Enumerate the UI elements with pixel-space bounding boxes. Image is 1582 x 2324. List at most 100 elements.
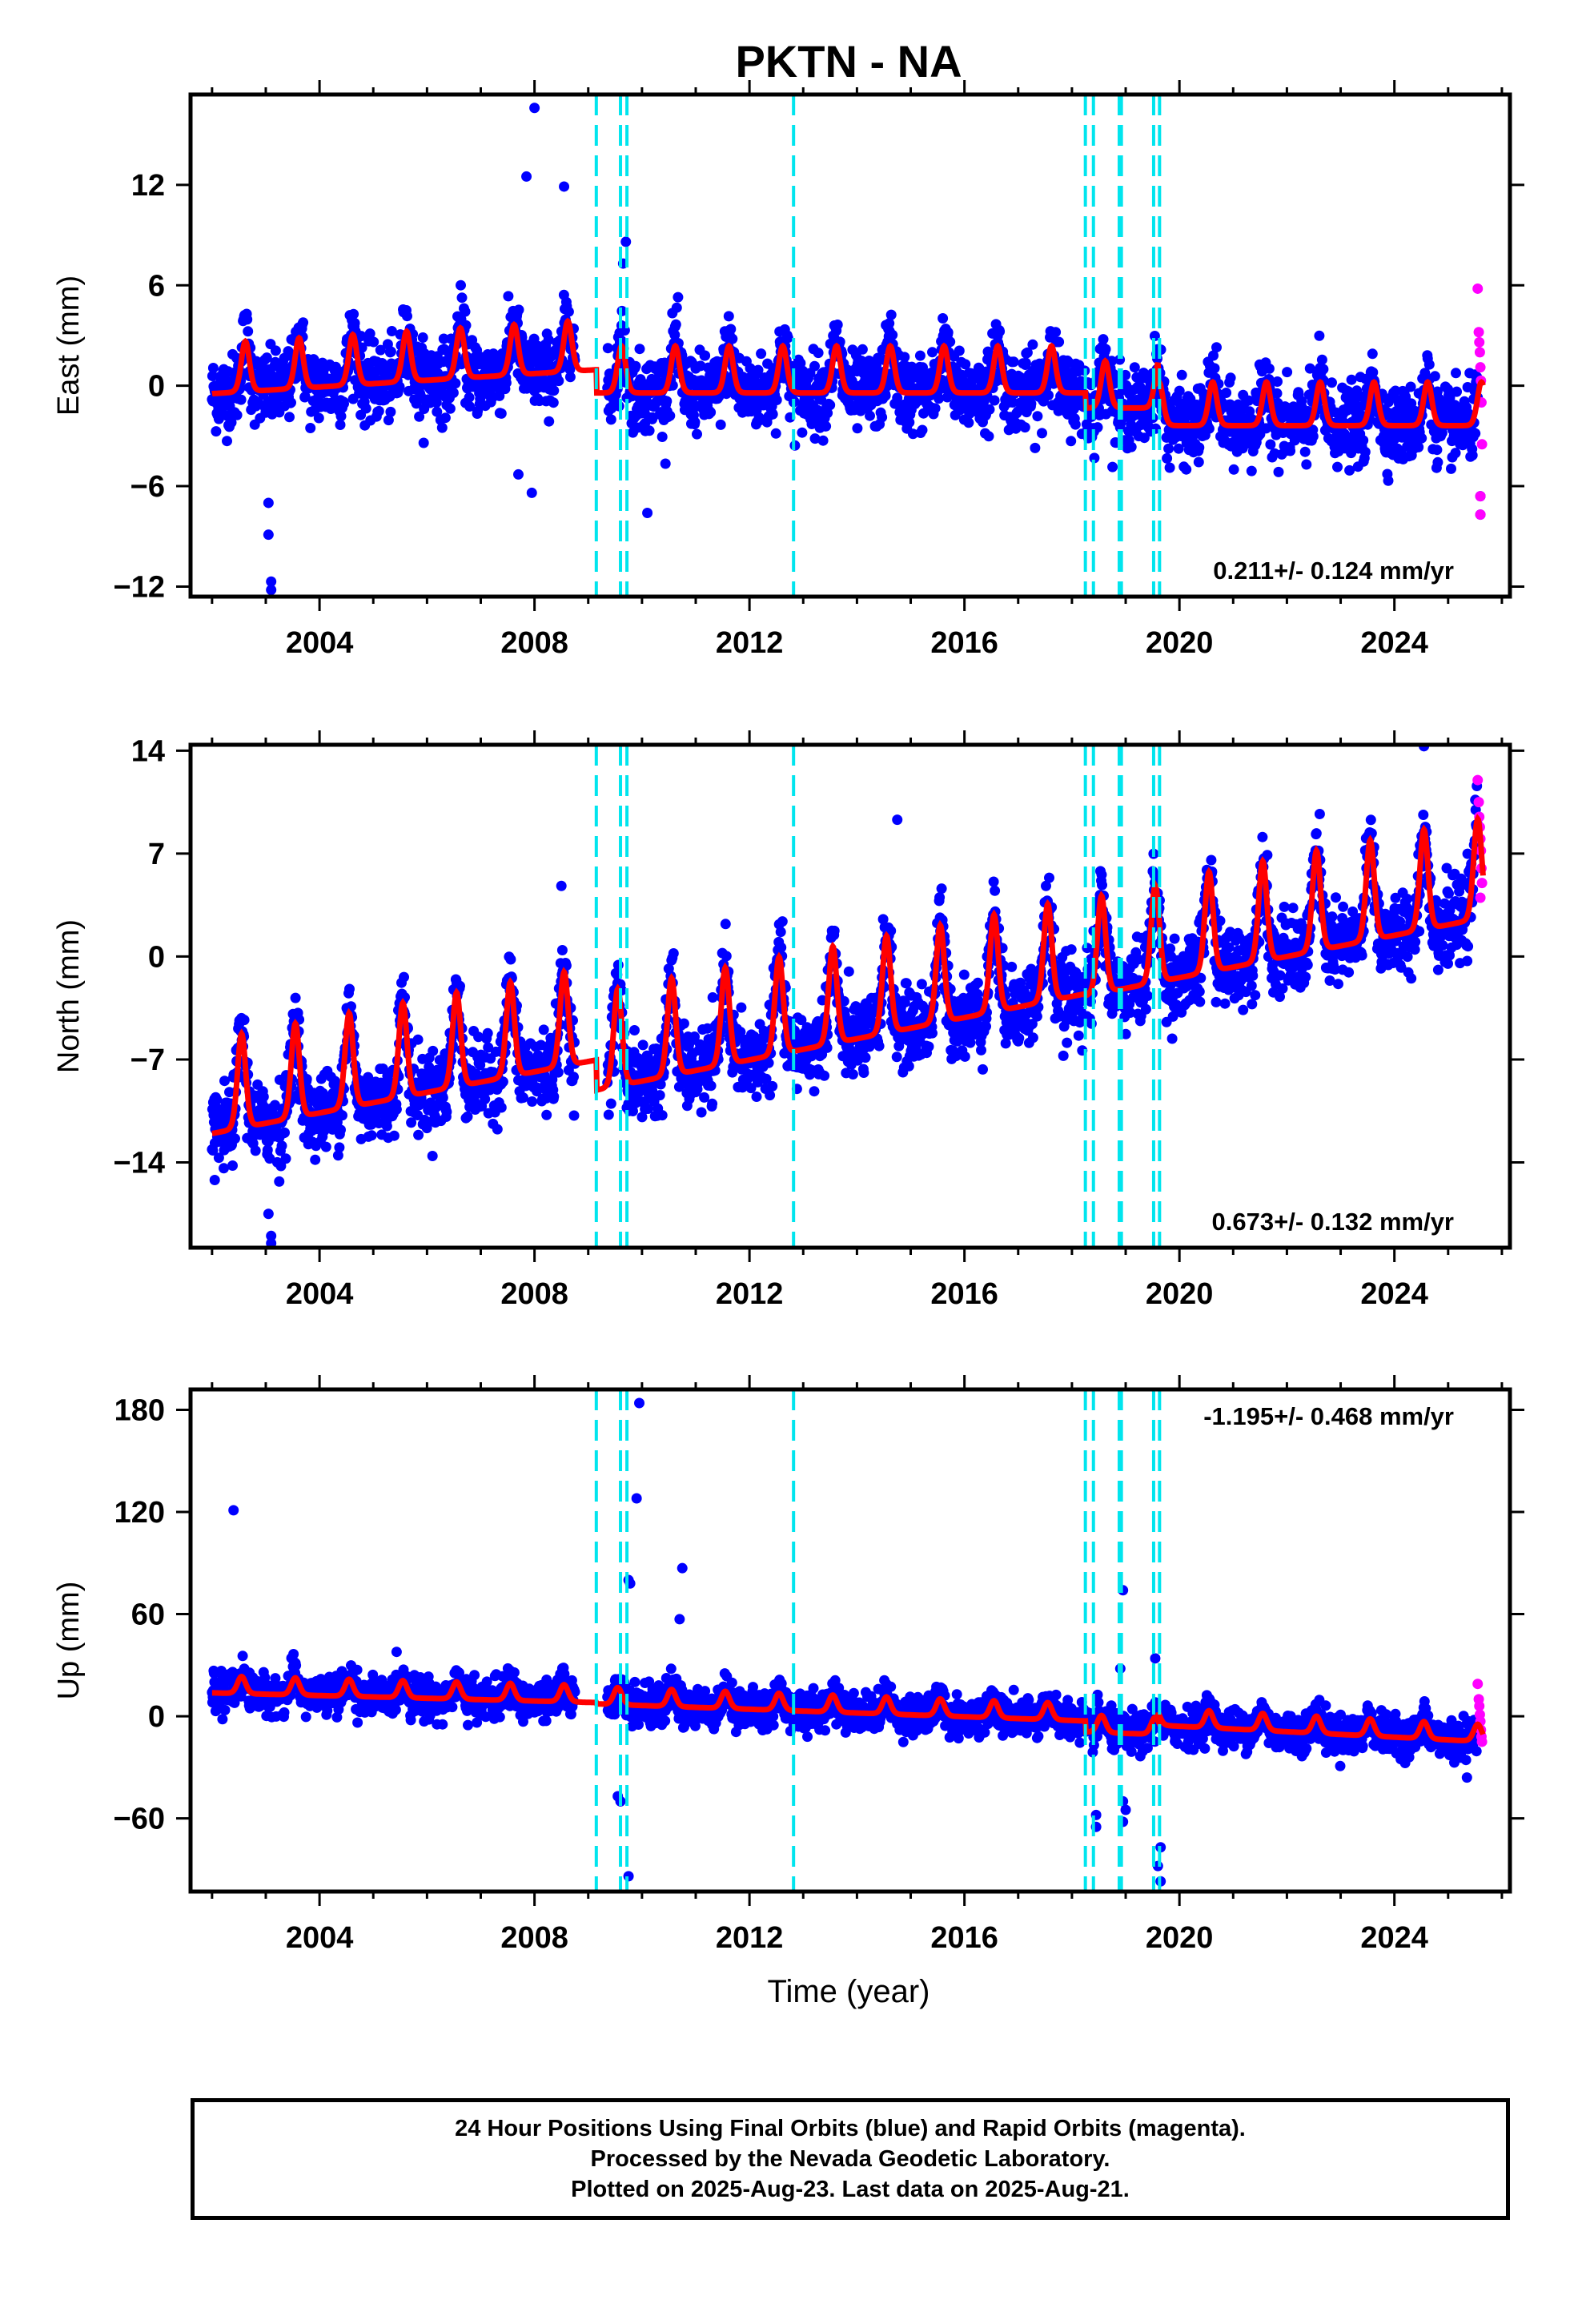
data-point [1383, 475, 1394, 486]
data-point [222, 436, 232, 447]
data-point [1100, 344, 1111, 355]
y-tick-label: −12 [114, 570, 165, 604]
outlier-point [526, 487, 537, 498]
data-point [1431, 444, 1443, 456]
data-point [496, 408, 507, 419]
data-point [348, 308, 359, 320]
data-point [373, 405, 384, 416]
data-point [1299, 446, 1311, 457]
data-point [705, 407, 717, 418]
data-point [460, 306, 471, 317]
data-point [568, 1110, 580, 1121]
data-point [482, 1027, 493, 1039]
outlier-point [266, 576, 277, 587]
data-point [715, 419, 726, 430]
data-point [865, 410, 875, 421]
data-point [1451, 368, 1461, 379]
data-point [438, 333, 449, 344]
data-point [1272, 376, 1283, 387]
data-point [1243, 395, 1255, 406]
data-point [809, 433, 821, 444]
data-point [630, 360, 641, 372]
data-point [427, 1151, 438, 1161]
model-curve-east [211, 317, 1486, 428]
data-point [907, 428, 918, 440]
data-point [432, 406, 443, 417]
y-tick-label: 6 [148, 269, 165, 303]
data-point [280, 1153, 291, 1164]
data-point [1194, 442, 1205, 453]
data-point [634, 344, 645, 355]
data-point [496, 1102, 507, 1113]
outlier-point [263, 497, 274, 509]
outlier-point [559, 181, 570, 192]
data-point [877, 412, 888, 423]
data-point [450, 378, 461, 389]
data-point [541, 1109, 552, 1120]
data-point [250, 1145, 261, 1156]
data-point [552, 1067, 564, 1078]
data-point [564, 372, 576, 383]
data-point [860, 1052, 871, 1063]
data-point [360, 403, 371, 414]
data-point [1367, 348, 1378, 360]
data-point [899, 352, 910, 363]
data-point [847, 1069, 858, 1080]
data-point [275, 1160, 287, 1172]
data-point [310, 1154, 321, 1165]
data-point [264, 1153, 275, 1164]
data-point [923, 1041, 934, 1052]
data-point [795, 358, 806, 368]
data-point [637, 1039, 648, 1051]
data-point [629, 1025, 640, 1035]
data-point [1450, 448, 1461, 459]
data-point [290, 992, 301, 1003]
data-point [366, 1130, 377, 1141]
data-point [391, 1104, 402, 1115]
data-point [568, 1072, 579, 1083]
data-point [1318, 364, 1329, 375]
data-point [903, 1060, 914, 1072]
data-point [211, 1094, 223, 1105]
x-tick-label: 2004 [286, 626, 354, 660]
data-point [1332, 461, 1343, 472]
data-point [989, 395, 1000, 406]
data-point [751, 1092, 762, 1102]
data-point [527, 1096, 538, 1107]
data-point [671, 302, 682, 313]
data-point [1054, 336, 1065, 348]
data-point [1346, 374, 1357, 385]
data-point [1107, 461, 1118, 472]
data-point [207, 371, 218, 381]
data-point [884, 318, 895, 329]
data-point [927, 1027, 938, 1039]
data-point [1037, 428, 1047, 439]
data-point [417, 332, 428, 343]
data-point [258, 1092, 269, 1102]
data-point [436, 422, 448, 433]
data-point [462, 1111, 473, 1122]
data-point [1043, 390, 1054, 400]
data-point [242, 314, 253, 325]
data-point [1470, 428, 1481, 439]
data-point [226, 417, 237, 428]
data-point [725, 324, 737, 335]
data-point [775, 927, 786, 938]
data-point [219, 1076, 230, 1087]
data-point [505, 954, 516, 965]
data-point [1423, 359, 1435, 370]
data-point [385, 346, 396, 357]
data-point [412, 1034, 424, 1045]
data-point [564, 364, 576, 375]
data-point [1026, 398, 1037, 409]
data-point [721, 951, 732, 962]
data-point [1221, 388, 1232, 398]
data-point [1271, 388, 1283, 399]
plot-area-north [207, 745, 1488, 1248]
data-point [227, 1160, 238, 1171]
x-tick-label: 2024 [1360, 626, 1428, 660]
data-point [692, 428, 702, 440]
data-point [399, 971, 409, 983]
data-point [548, 1091, 560, 1102]
